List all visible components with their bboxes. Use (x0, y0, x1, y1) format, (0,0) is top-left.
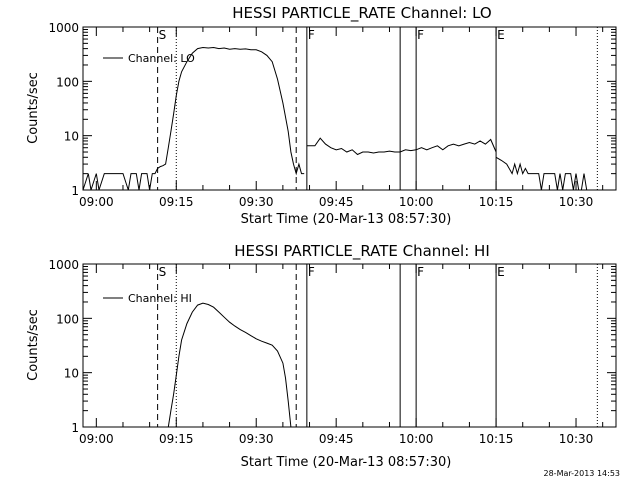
x-tick-label: 10:00 (399, 432, 434, 446)
x-tick-label: 10:30 (559, 195, 594, 209)
plot-frame (82, 263, 617, 428)
y-tick-label: 100 (56, 312, 79, 326)
y-axis: 1 10 100 1000 (48, 258, 616, 435)
y-tick-label: 10 (64, 367, 79, 381)
x-axis: 09:00 09:15 09:30 09:45 10:00 10:15 10:30 (79, 264, 604, 446)
event-marker-label: S (159, 265, 167, 279)
x-tick-label: 10:15 (479, 432, 514, 446)
event-marker-label: S (159, 28, 167, 42)
plot-panel-lo: HESSI PARTICLE_RATE Channel: LO 1 10 100 10… (26, 4, 617, 227)
event-marker-label: F (417, 265, 424, 279)
event-marker-label: F (308, 265, 315, 279)
series-line (495, 156, 592, 191)
x-tick-label: 09:45 (319, 195, 354, 209)
timestamp: 28-Mar-2013 14:53 (544, 469, 621, 478)
series-line (167, 302, 292, 428)
x-tick-label: 09:15 (159, 432, 194, 446)
series-line (306, 137, 497, 156)
x-tick-label: 09:00 (79, 432, 114, 446)
event-marker-label: F (417, 28, 424, 42)
chart-title: HESSI PARTICLE_RATE Channel: HI (234, 242, 490, 261)
x-axis-label: Start Time (20-Mar-13 08:57:30) (241, 212, 452, 227)
y-tick-label: 100 (56, 75, 79, 89)
x-tick-label: 09:30 (239, 432, 274, 446)
event-marker-label: E (497, 265, 505, 279)
y-tick-label: 1000 (48, 258, 79, 272)
legend: Channel: HI (103, 292, 192, 305)
event-marker-label: F (308, 28, 315, 42)
plot-panel-hi: HESSI PARTICLE_RATE Channel: HI 1 10 100 10… (26, 242, 617, 470)
y-tick-label: 1 (71, 421, 79, 435)
plot-frame (82, 26, 617, 191)
x-tick-label: 09:00 (79, 195, 114, 209)
y-axis: 1 10 100 1000 (48, 21, 616, 198)
event-marker-label: E (497, 28, 505, 42)
y-tick-label: 1000 (48, 21, 79, 35)
legend: Channel: LO (103, 52, 195, 65)
legend-label: Channel: LO (128, 52, 195, 65)
series-group (82, 46, 592, 191)
legend-label: Channel: HI (128, 292, 192, 305)
y-tick-label: 10 (64, 130, 79, 144)
x-axis-label: Start Time (20-Mar-13 08:57:30) (241, 455, 452, 470)
x-axis: 09:00 09:15 09:30 09:45 10:00 10:15 10:30 (79, 27, 604, 209)
x-tick-label: 10:30 (559, 432, 594, 446)
chart-title: HESSI PARTICLE_RATE Channel: LO (232, 4, 491, 23)
y-tick-label: 1 (71, 184, 79, 198)
x-tick-label: 10:00 (399, 195, 434, 209)
series-group (167, 302, 292, 428)
series-line (82, 46, 305, 191)
x-tick-label: 09:30 (239, 195, 274, 209)
x-tick-label: 10:15 (479, 195, 514, 209)
y-axis-label: Counts/sec (26, 72, 41, 144)
x-tick-label: 09:15 (159, 195, 194, 209)
x-tick-label: 09:45 (319, 432, 354, 446)
y-axis-label: Counts/sec (26, 309, 41, 381)
